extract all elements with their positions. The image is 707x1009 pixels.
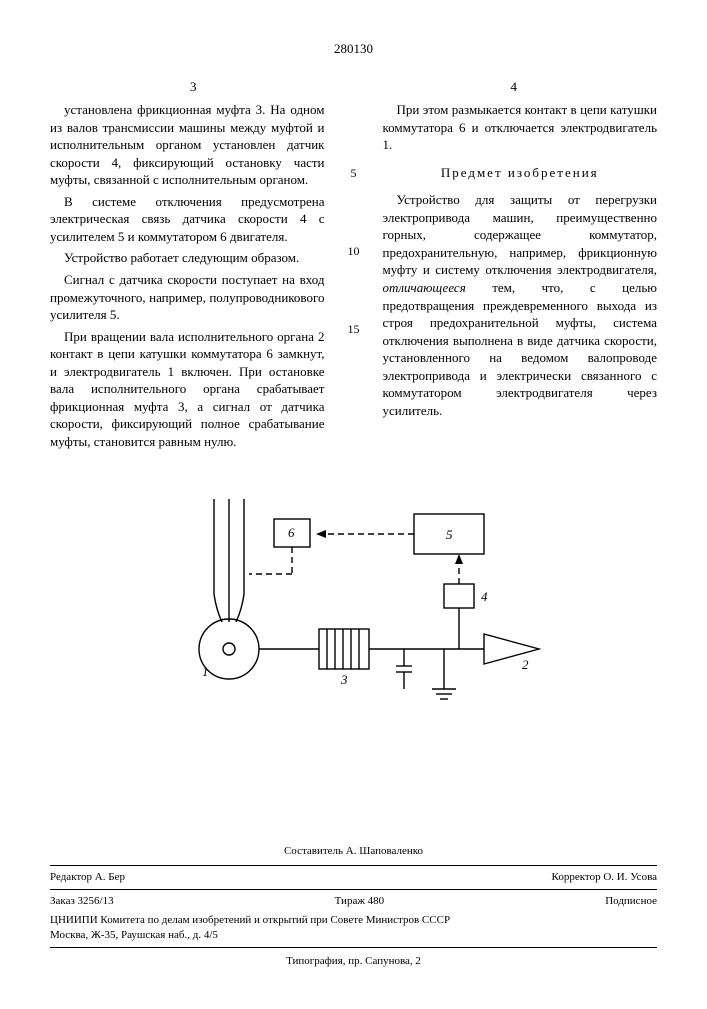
footer-address: Москва, Ж-35, Раушская наб., д. 4/5 bbox=[50, 928, 657, 943]
paragraph: При этом размыкается контакт в цепи кату… bbox=[383, 101, 658, 154]
patent-number: 280130 bbox=[50, 40, 657, 58]
page-numbers: 3 4 bbox=[50, 78, 657, 96]
footer: Составитель А. Шаповаленко Редактор А. Б… bbox=[50, 844, 657, 968]
footer-tirazh: Тираж 480 bbox=[335, 894, 385, 909]
footer-org: ЦНИИПИ Комитета по делам изобретений и о… bbox=[50, 913, 657, 928]
footer-order: Заказ 3256/13 bbox=[50, 894, 114, 909]
diagram-label-amplifier: 5 bbox=[446, 527, 453, 542]
line-numbers: 5 10 15 bbox=[345, 101, 363, 454]
footer-subscription: Подписное bbox=[605, 894, 657, 909]
line-number: 15 bbox=[345, 321, 363, 337]
paragraph: При вращении вала исполнительного органа… bbox=[50, 328, 325, 451]
footer-editor: Редактор А. Бер bbox=[50, 870, 125, 885]
right-column: При этом размыкается контакт в цепи кату… bbox=[383, 101, 658, 454]
diagram-label-sensor: 4 bbox=[481, 589, 488, 604]
diagram-label-motor: 1 bbox=[202, 664, 209, 679]
footer-typography: Типография, пр. Сапунова, 2 bbox=[50, 954, 657, 969]
footer-corrector: Корректор О. И. Усова bbox=[552, 870, 657, 885]
subject-heading: Предмет изобретения bbox=[383, 164, 658, 182]
text-columns: установлена фрикционная муфта 3. На одно… bbox=[50, 101, 657, 454]
diagram-label-actuator: 2 bbox=[522, 657, 529, 672]
line-number: 5 bbox=[345, 165, 363, 181]
circuit-diagram: 1 2 3 4 5 6 bbox=[144, 494, 564, 724]
left-column: установлена фрикционная муфта 3. На одно… bbox=[50, 101, 325, 454]
paragraph: установлена фрикционная муфта 3. На одно… bbox=[50, 101, 325, 189]
page-number-right: 4 bbox=[511, 78, 518, 96]
footer-compiler: Составитель А. Шаповаленко bbox=[50, 844, 657, 859]
paragraph: Устройство работает следующим образом. bbox=[50, 249, 325, 267]
paragraph: В системе отключения предусмотрена элект… bbox=[50, 193, 325, 246]
line-number: 10 bbox=[345, 243, 363, 259]
diagram-label-commutator: 6 bbox=[288, 525, 295, 540]
diagram-label-clutch: 3 bbox=[340, 672, 348, 687]
paragraph: Сигнал с датчика скорости поступает на в… bbox=[50, 271, 325, 324]
paragraph: Устройство для защиты от перегрузки элек… bbox=[383, 191, 658, 419]
page-number-left: 3 bbox=[190, 78, 197, 96]
